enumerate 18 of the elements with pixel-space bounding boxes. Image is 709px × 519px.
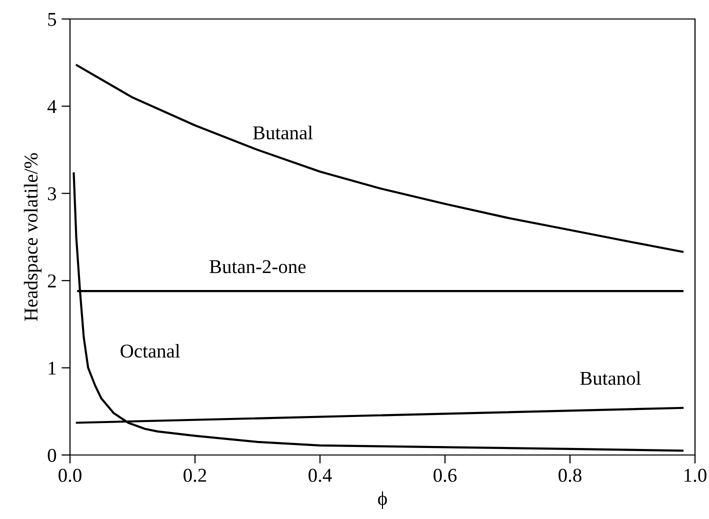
y-tick-label: 0 — [48, 448, 56, 462]
x-tick-label: 0.8 — [558, 468, 582, 482]
x-tick-label: 0.4 — [308, 468, 332, 482]
series-label: Butanal — [253, 126, 313, 140]
x-tick-label: 0.2 — [184, 468, 206, 482]
x-tick-label: 0.6 — [434, 468, 457, 482]
series-label: Butanol — [580, 371, 641, 385]
series-label: Butan-2-one — [210, 260, 306, 274]
y-tick-label: 2 — [48, 274, 56, 288]
y-tick-label: 4 — [47, 100, 56, 113]
y-tick-label: 3 — [48, 187, 56, 200]
y-tick-label: 5 — [48, 13, 56, 26]
x-tick-label: 0.0 — [58, 468, 82, 482]
x-axis-title: ϕ — [378, 491, 387, 510]
y-axis-title: Headspace volatile/% — [24, 153, 42, 321]
x-tick-label: 1.0 — [684, 468, 706, 482]
y-tick-label: 1 — [48, 362, 56, 375]
series-label: Octanal — [120, 344, 180, 358]
